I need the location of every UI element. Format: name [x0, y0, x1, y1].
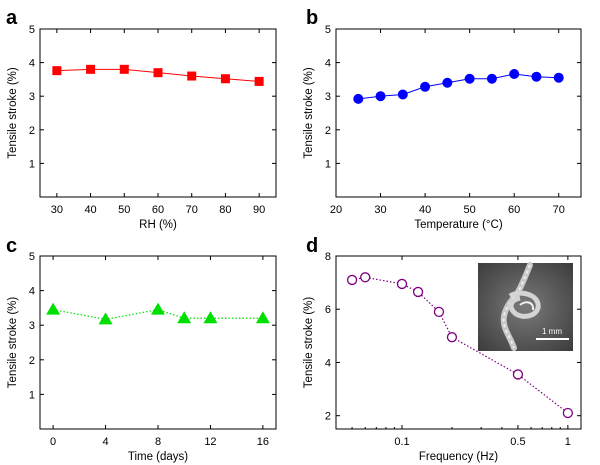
panel-letter-d: d [306, 235, 318, 257]
plot-frame [39, 28, 277, 198]
x-axis-title: Frequency (Hz) [419, 451, 498, 463]
x-tick-label: 40 [84, 204, 96, 216]
data-point [177, 311, 192, 324]
x-tick-label: 0.5 [510, 436, 525, 448]
y-tick-label: 2 [29, 125, 35, 137]
sem-inset-image: 1 mm [478, 262, 573, 351]
x-tick-label: 30 [374, 204, 386, 216]
x-tick-label: 30 [51, 204, 63, 216]
y-tick-label: 4 [325, 58, 331, 70]
x-tick-label: 0.1 [394, 436, 409, 448]
series-line [358, 73, 559, 100]
data-point [254, 76, 264, 86]
data-point [360, 272, 371, 283]
data-point [464, 73, 475, 84]
x-tick-label: 50 [464, 204, 476, 216]
y-tick-label: 1 [29, 389, 35, 401]
data-point [486, 73, 497, 84]
data-point [255, 311, 270, 324]
panel-b-chart: 1 2 3 4 5 20 30 40 50 60 70 Temperature (°C) Tensile… [303, 24, 582, 231]
y-tick-label: 5 [29, 24, 35, 36]
x-tick-label: 1 [565, 436, 571, 448]
y-tick-label: 4 [29, 58, 35, 70]
data-point [187, 71, 197, 81]
y-tick-label: 5 [325, 24, 331, 36]
y-axis-title: Tensile stroke (%) [7, 297, 19, 389]
x-tick-label: 50 [118, 204, 130, 216]
x-tick-label: 4 [102, 436, 108, 448]
y-tick-label: 5 [29, 251, 35, 263]
data-point [531, 71, 542, 82]
data-point [153, 68, 163, 78]
y-axis-title: Tensile stroke (%) [7, 67, 19, 159]
data-point [396, 278, 408, 290]
y-tick-label: 1 [29, 158, 35, 170]
plot-frame [335, 28, 582, 198]
y-tick-label: 6 [325, 304, 331, 316]
x-tick-label: 16 [257, 436, 269, 448]
y-tick-label: 2 [325, 411, 331, 423]
x-axis-title: RH (%) [139, 219, 177, 231]
data-point [151, 302, 165, 315]
panel-letter-c: c [6, 235, 17, 257]
panel-letter-a: a [6, 7, 18, 29]
data-point [433, 306, 445, 318]
panel-letter-b: b [306, 7, 318, 29]
data-point [509, 69, 520, 80]
inset-knot-loop [508, 290, 541, 319]
data-point [375, 91, 386, 102]
x-tick-label: 40 [419, 204, 431, 216]
plot-frame [335, 255, 582, 430]
inset-knot-highlight [519, 301, 535, 311]
data-point [512, 369, 524, 380]
data-point [562, 407, 574, 419]
y-axis-title: Tensile stroke (%) [303, 297, 315, 389]
panel-d-chart: 2 4 6 8 0.1 0.5 1 Frequency (Hz) Tensile stroke … [303, 251, 582, 463]
data-point [46, 302, 61, 315]
series-line [351, 276, 569, 414]
x-tick-label: 60 [508, 204, 520, 216]
data-point [412, 286, 424, 298]
y-tick-label: 3 [29, 320, 35, 332]
y-tick-label: 1 [325, 158, 331, 170]
data-point [220, 74, 230, 84]
y-axis-title: Tensile stroke (%) [303, 67, 315, 159]
x-tick-label: 20 [330, 204, 342, 216]
data-point [52, 66, 62, 76]
data-point [98, 312, 113, 325]
y-tick-label: 2 [29, 355, 35, 367]
panel-a-chart: 1 2 3 4 5 30 40 50 60 70 80 90 RH (%) Tensile stroke … [7, 24, 277, 231]
data-point [420, 81, 431, 92]
x-tick-label: 60 [152, 204, 164, 216]
y-tick-label: 8 [325, 251, 331, 263]
y-tick-label: 4 [29, 286, 35, 298]
data-point [446, 332, 458, 343]
x-tick-label: 80 [219, 204, 231, 216]
y-tick-label: 3 [325, 91, 331, 103]
x-axis-title: Temperature (°C) [414, 219, 502, 231]
data-point [397, 89, 408, 100]
x-tick-label: 70 [186, 204, 198, 216]
x-tick-label: 8 [155, 436, 161, 448]
data-point [119, 64, 129, 74]
plot-frame [39, 255, 277, 430]
x-tick-label: 12 [204, 436, 216, 448]
x-tick-label: 0 [50, 436, 56, 448]
data-point [203, 311, 218, 324]
series-line [53, 309, 263, 320]
data-point [86, 64, 96, 74]
data-point [353, 93, 364, 104]
data-point [442, 77, 453, 88]
y-tick-label: 3 [29, 91, 35, 103]
y-tick-label: 2 [325, 125, 331, 137]
data-point [553, 72, 564, 83]
x-axis-title: Time (days) [128, 451, 188, 463]
inset-scale-label: 1 mm [542, 327, 562, 336]
x-tick-label: 90 [253, 204, 265, 216]
data-point [346, 274, 358, 286]
x-tick-label: 70 [553, 204, 565, 216]
y-tick-label: 4 [325, 357, 331, 369]
